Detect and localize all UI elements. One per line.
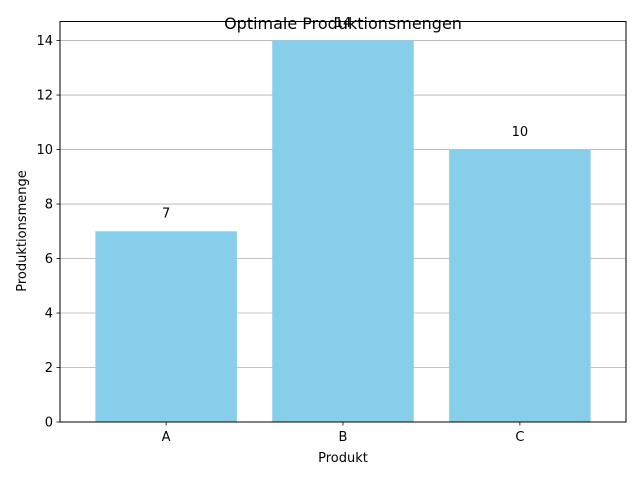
data-label-B: 14 bbox=[335, 16, 352, 31]
bar-C bbox=[449, 149, 591, 422]
bar-A bbox=[95, 231, 237, 422]
x-axis-label: Produkt bbox=[318, 451, 368, 466]
y-tick-label: 6 bbox=[45, 252, 53, 267]
y-tick-label: 12 bbox=[36, 89, 53, 104]
x-tick-label: A bbox=[162, 430, 171, 445]
x-axis-ticks: A B C bbox=[162, 422, 524, 445]
bar-B bbox=[272, 40, 414, 422]
y-tick-label: 2 bbox=[45, 361, 53, 376]
y-tick-label: 10 bbox=[36, 143, 53, 158]
data-label-C: 10 bbox=[512, 125, 529, 140]
y-tick-label: 4 bbox=[45, 307, 53, 322]
data-labels: 7 14 10 bbox=[162, 16, 528, 222]
y-tick-label: 0 bbox=[45, 416, 53, 431]
bars bbox=[95, 40, 591, 422]
x-tick-label: C bbox=[515, 430, 524, 445]
chart-title: Optimale Produktionsmengen bbox=[224, 14, 462, 33]
y-tick-label: 8 bbox=[45, 198, 53, 213]
y-tick-label: 14 bbox=[36, 34, 53, 49]
data-label-A: 7 bbox=[162, 207, 170, 222]
y-axis-ticks: 0 2 4 6 8 10 12 14 bbox=[36, 34, 60, 431]
y-axis-label: Produktionsmenge bbox=[15, 170, 30, 291]
x-tick-label: B bbox=[339, 430, 348, 445]
